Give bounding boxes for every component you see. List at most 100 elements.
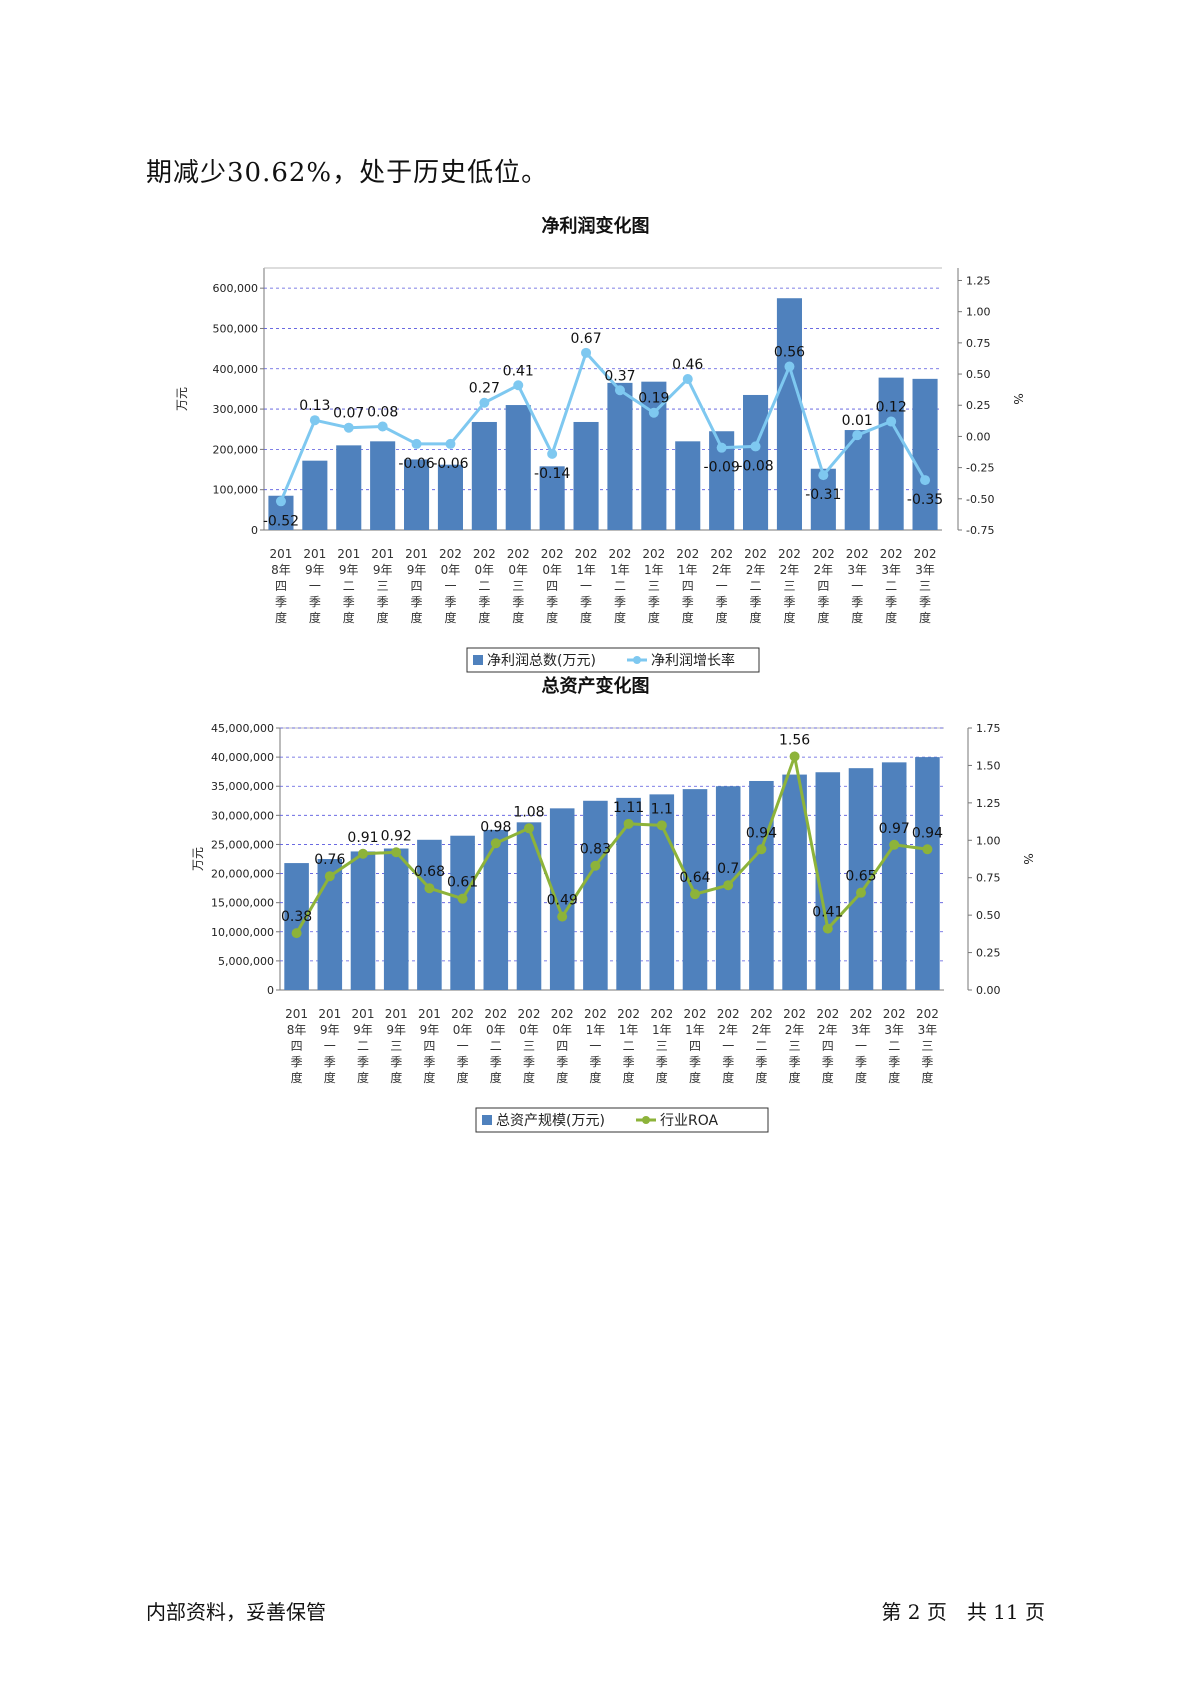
legend-bar-swatch bbox=[473, 655, 483, 665]
x-tick-label: 202 3年一季度 bbox=[846, 547, 869, 625]
y-tick-label: 100,000 bbox=[213, 484, 259, 497]
bar bbox=[743, 394, 769, 530]
data-label: -0.08 bbox=[737, 458, 773, 474]
y2-tick-label: 1.50 bbox=[976, 759, 1001, 772]
line-point bbox=[343, 422, 354, 433]
data-label: 0.37 bbox=[604, 368, 635, 384]
x-tick-label: 202 0年一季度 bbox=[439, 547, 462, 625]
x-tick-label: 201 9年二季度 bbox=[337, 547, 360, 625]
line-point bbox=[524, 823, 534, 834]
y2-tick-label: 0.00 bbox=[976, 984, 1001, 997]
x-tick-label: 202 1年一季度 bbox=[584, 1007, 607, 1085]
line-point bbox=[856, 887, 866, 898]
y2-tick-label: 0.75 bbox=[976, 872, 1001, 885]
bar bbox=[607, 382, 633, 530]
data-label: 0.12 bbox=[876, 399, 907, 415]
data-label: 0.61 bbox=[447, 875, 478, 891]
x-tick-label: 202 0年二季度 bbox=[473, 547, 496, 625]
data-label: 0.97 bbox=[879, 821, 910, 837]
line-point bbox=[358, 848, 368, 859]
data-label: 0.64 bbox=[679, 870, 710, 886]
y-tick-label: 30,000,000 bbox=[211, 809, 274, 822]
data-label: -0.52 bbox=[263, 513, 299, 529]
x-tick-label: 202 1年二季度 bbox=[608, 547, 631, 625]
legend-line-marker bbox=[642, 1116, 650, 1124]
y-axis-label: 万元 bbox=[175, 387, 189, 411]
y-tick-label: 15,000,000 bbox=[211, 897, 274, 910]
legend-box bbox=[466, 647, 760, 673]
y2-tick-label: 0.00 bbox=[966, 430, 991, 443]
data-label: 0.08 bbox=[367, 404, 398, 420]
x-tick-label: 201 9年一季度 bbox=[303, 547, 326, 625]
y2-tick-label: -0.75 bbox=[966, 524, 994, 537]
bar bbox=[776, 298, 802, 530]
line-point bbox=[922, 844, 933, 855]
bar bbox=[370, 441, 396, 530]
line-point bbox=[818, 470, 829, 481]
y-tick-label: 300,000 bbox=[213, 403, 259, 416]
y2-axis-label: % bbox=[1021, 853, 1035, 864]
bar bbox=[583, 800, 608, 990]
y2-tick-label: 0.50 bbox=[966, 368, 991, 381]
x-tick-label: 202 1年一季度 bbox=[575, 547, 598, 625]
x-tick-label: 202 0年四季度 bbox=[541, 547, 564, 625]
line-point bbox=[275, 496, 286, 507]
data-label: 0.67 bbox=[570, 331, 601, 347]
legend-bar-label: 净利润总数(万元) bbox=[487, 653, 596, 669]
x-tick-label: 202 1年四季度 bbox=[676, 547, 699, 625]
y-tick-label: 400,000 bbox=[213, 363, 259, 376]
y-tick-label: 20,000,000 bbox=[211, 868, 274, 881]
bar bbox=[350, 851, 376, 990]
x-tick-label: 202 3年二季度 bbox=[883, 1007, 906, 1085]
y2-tick-label: 1.25 bbox=[976, 797, 1001, 810]
data-label: 0.94 bbox=[912, 825, 943, 841]
x-tick-label: 201 9年二季度 bbox=[352, 1007, 375, 1085]
y-tick-label: 500,000 bbox=[213, 322, 259, 335]
bar bbox=[302, 460, 328, 530]
line-point bbox=[557, 911, 568, 922]
y2-axis-label: % bbox=[1011, 393, 1025, 404]
x-tick-label: 202 2年四季度 bbox=[812, 547, 835, 625]
data-label: -0.35 bbox=[907, 492, 943, 508]
legend-box bbox=[475, 1107, 769, 1133]
x-tick-label: 202 2年二季度 bbox=[750, 1007, 773, 1085]
x-tick-label: 202 0年一季度 bbox=[451, 1007, 474, 1085]
y2-tick-label: -0.25 bbox=[966, 462, 994, 475]
bar bbox=[881, 762, 907, 990]
legend-line-marker bbox=[633, 656, 641, 664]
data-label: 0.19 bbox=[638, 391, 669, 407]
data-label: 0.92 bbox=[381, 828, 412, 844]
line-point bbox=[822, 923, 833, 934]
data-label: 0.49 bbox=[547, 893, 578, 909]
footer-page-number: 第 2 页 共 11 页 bbox=[881, 1600, 1045, 1624]
y-tick-label: 0 bbox=[267, 984, 274, 997]
bar bbox=[573, 421, 599, 530]
x-tick-label: 202 0年二季度 bbox=[484, 1007, 507, 1085]
data-label: 0.68 bbox=[414, 864, 445, 880]
bar bbox=[404, 459, 430, 530]
bar bbox=[383, 848, 409, 990]
chart-title-total-assets: 总资产变化图 bbox=[541, 676, 650, 697]
data-label: 0.41 bbox=[812, 905, 843, 921]
line-point bbox=[920, 475, 931, 486]
x-tick-label: 202 2年二季度 bbox=[744, 547, 767, 625]
x-tick-label: 201 8年四季度 bbox=[269, 547, 292, 625]
line-point bbox=[391, 847, 402, 858]
line-point bbox=[445, 438, 456, 449]
y-tick-label: 10,000,000 bbox=[211, 926, 274, 939]
y-tick-label: 600,000 bbox=[213, 282, 259, 295]
x-tick-label: 202 0年三季度 bbox=[518, 1007, 541, 1085]
data-label: -0.31 bbox=[805, 487, 841, 503]
bar bbox=[539, 466, 565, 530]
line-point bbox=[889, 839, 900, 850]
x-tick-label: 202 3年三季度 bbox=[916, 1007, 939, 1085]
x-tick-label: 201 9年一季度 bbox=[318, 1007, 341, 1085]
line-point bbox=[291, 928, 302, 939]
series-line bbox=[295, 750, 928, 934]
line-point bbox=[513, 380, 524, 391]
data-label: 0.46 bbox=[672, 357, 703, 373]
bar bbox=[616, 797, 641, 990]
bar bbox=[483, 829, 509, 990]
line-point bbox=[547, 448, 558, 459]
y-tick-label: 0 bbox=[251, 524, 258, 537]
